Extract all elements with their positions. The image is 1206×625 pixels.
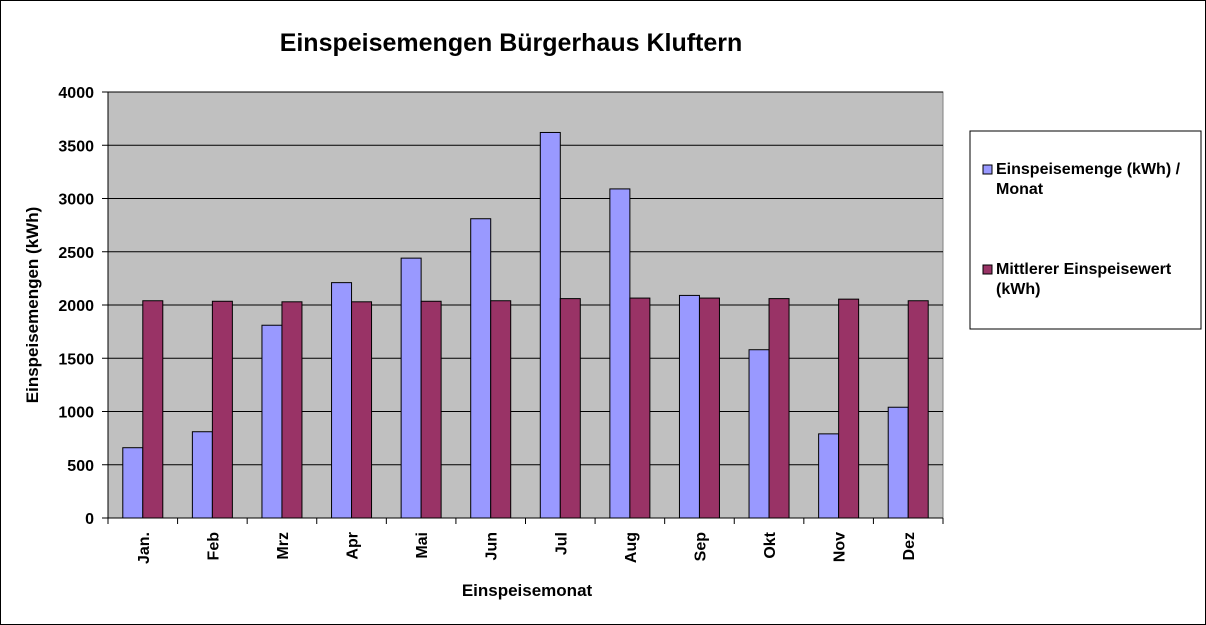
bar-einspeisemenge	[818, 433, 840, 519]
bar-einspeisemenge	[261, 324, 283, 519]
y-tick-label: 500	[67, 458, 94, 475]
x-axis-label: Einspeisemonat	[462, 581, 593, 600]
x-tick-label: Sep	[692, 532, 709, 562]
x-tick-label: Feb	[205, 532, 222, 561]
y-tick-label: 4000	[58, 85, 94, 102]
bar-einspeisemenge	[609, 188, 631, 519]
y-tick-label: 0	[85, 511, 94, 528]
bar-mittlerer-einspeisewert	[420, 300, 442, 519]
bar-mittlerer-einspeisewert	[838, 298, 860, 519]
bar-mittlerer-einspeisewert	[907, 300, 929, 519]
bar-einspeisemenge	[748, 349, 770, 519]
legend-label: (kWh)	[996, 281, 1040, 298]
y-tick-label: 2500	[58, 245, 94, 262]
bar-mittlerer-einspeisewert	[142, 300, 164, 519]
x-tick-label: Nov	[832, 532, 849, 562]
chart-title: Einspeisemengen Bürgerhaus Kluftern	[280, 29, 743, 57]
bar-mittlerer-einspeisewert	[768, 298, 790, 519]
bar-mittlerer-einspeisewert	[698, 297, 720, 519]
x-tick-label: Jan.	[136, 532, 153, 564]
y-tick-label: 3000	[58, 192, 94, 209]
bar-einspeisemenge	[400, 257, 422, 519]
legend-box	[969, 130, 1202, 330]
bar-einspeisemenge	[678, 294, 700, 519]
legend-label: Mittlerer Einspeisewert	[996, 261, 1172, 278]
bar-mittlerer-einspeisewert	[490, 300, 512, 519]
legend-swatch	[982, 264, 993, 275]
x-tick-label: Jun	[484, 532, 501, 560]
bar-mittlerer-einspeisewert	[281, 301, 303, 519]
bar-einspeisemenge	[122, 447, 144, 519]
legend-label: Einspeisemenge (kWh) /	[996, 161, 1181, 178]
bar-einspeisemenge	[470, 218, 492, 519]
legend-swatch	[982, 164, 993, 175]
x-tick-label: Aug	[623, 532, 640, 563]
bar-mittlerer-einspeisewert	[351, 301, 373, 519]
y-tick-label: 1500	[58, 351, 94, 368]
x-tick-label: Apr	[345, 532, 362, 560]
y-tick-label: 3500	[58, 138, 94, 155]
x-tick-label: Dez	[901, 532, 918, 560]
y-tick-label: 2000	[58, 298, 94, 315]
bar-einspeisemenge	[887, 406, 909, 519]
y-tick-label: 1000	[58, 405, 94, 422]
bar-einspeisemenge	[191, 431, 213, 519]
x-tick-label: Okt	[762, 531, 779, 558]
legend-label: Monat	[996, 181, 1044, 198]
bar-einspeisemenge	[331, 282, 353, 519]
x-tick-label: Mai	[414, 532, 431, 559]
x-tick-label: Jul	[553, 532, 570, 555]
x-tick-label: Mrz	[275, 532, 292, 560]
y-axis-label: Einspeisemengen (kWh)	[23, 207, 42, 403]
legend: Einspeisemenge (kWh) / Monat Mittlerer Ein…	[969, 130, 1202, 330]
bar-mittlerer-einspeisewert	[559, 298, 581, 519]
bar-einspeisemenge	[539, 131, 561, 519]
bar-mittlerer-einspeisewert	[629, 297, 651, 519]
bar-mittlerer-einspeisewert	[211, 300, 233, 519]
